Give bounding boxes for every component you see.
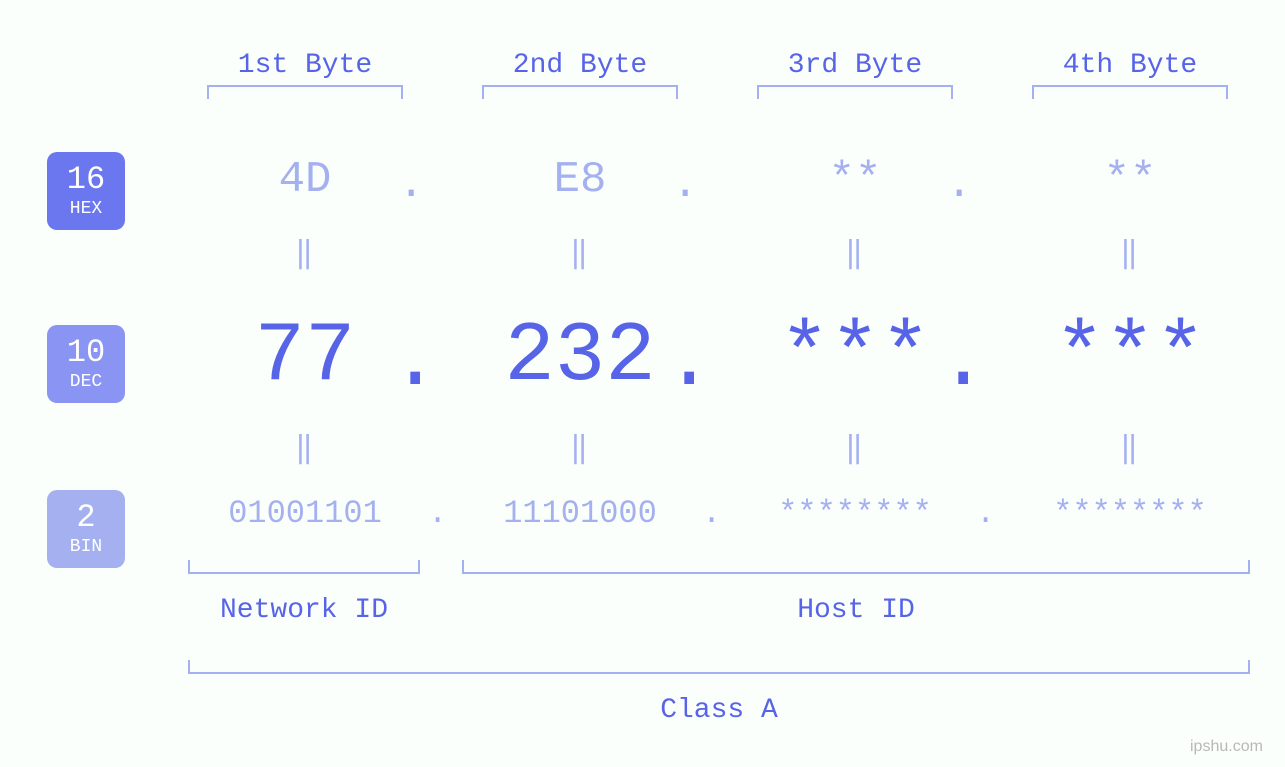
badge-txt: DEC bbox=[70, 373, 102, 391]
dec-dot-2: . bbox=[664, 315, 714, 410]
dec-byte-1: 77 bbox=[185, 310, 425, 405]
network-id-bracket bbox=[188, 560, 420, 574]
badge-txt: HEX bbox=[70, 200, 102, 218]
hex-dot-1: . bbox=[398, 160, 424, 210]
equals-bot-3: ‖ bbox=[845, 430, 863, 467]
byte-bracket-top-1 bbox=[207, 85, 403, 99]
badge-bin: 2 BIN bbox=[47, 490, 125, 568]
hex-dot-2: . bbox=[672, 160, 698, 210]
badge-num: 16 bbox=[67, 164, 105, 196]
watermark: ipshu.com bbox=[1190, 738, 1263, 756]
equals-top-2: ‖ bbox=[570, 235, 588, 272]
badge-num: 2 bbox=[76, 502, 95, 534]
hex-byte-1: 4D bbox=[185, 155, 425, 205]
bin-dot-3: . bbox=[976, 495, 995, 532]
hex-byte-2: E8 bbox=[460, 155, 700, 205]
badge-txt: BIN bbox=[70, 538, 102, 556]
equals-bot-4: ‖ bbox=[1120, 430, 1138, 467]
equals-bot-1: ‖ bbox=[295, 430, 313, 467]
bin-dot-2: . bbox=[702, 495, 721, 532]
host-id-label: Host ID bbox=[462, 595, 1250, 626]
class-label: Class A bbox=[188, 695, 1250, 726]
equals-top-1: ‖ bbox=[295, 235, 313, 272]
dec-dot-1: . bbox=[390, 315, 440, 410]
badge-hex: 16 HEX bbox=[47, 152, 125, 230]
byte-header-2: 2nd Byte bbox=[460, 50, 700, 81]
equals-top-3: ‖ bbox=[845, 235, 863, 272]
badge-num: 10 bbox=[67, 337, 105, 369]
dec-byte-4: *** bbox=[1010, 310, 1250, 405]
bin-byte-2: 11101000 bbox=[450, 495, 710, 532]
byte-bracket-top-3 bbox=[757, 85, 953, 99]
hex-dot-3: . bbox=[946, 160, 972, 210]
hex-byte-4: ** bbox=[1010, 155, 1250, 205]
dec-dot-3: . bbox=[938, 315, 988, 410]
byte-header-3: 3rd Byte bbox=[735, 50, 975, 81]
byte-header-1: 1st Byte bbox=[185, 50, 425, 81]
byte-bracket-top-4 bbox=[1032, 85, 1228, 99]
class-bracket bbox=[188, 660, 1250, 674]
bin-byte-4: ******** bbox=[1000, 495, 1260, 532]
hex-byte-3: ** bbox=[735, 155, 975, 205]
bin-byte-3: ******** bbox=[725, 495, 985, 532]
badge-dec: 10 DEC bbox=[47, 325, 125, 403]
host-id-bracket bbox=[462, 560, 1250, 574]
byte-bracket-top-2 bbox=[482, 85, 678, 99]
equals-top-4: ‖ bbox=[1120, 235, 1138, 272]
bin-dot-1: . bbox=[428, 495, 447, 532]
bin-byte-1: 01001101 bbox=[175, 495, 435, 532]
network-id-label: Network ID bbox=[188, 595, 420, 626]
byte-header-4: 4th Byte bbox=[1010, 50, 1250, 81]
equals-bot-2: ‖ bbox=[570, 430, 588, 467]
